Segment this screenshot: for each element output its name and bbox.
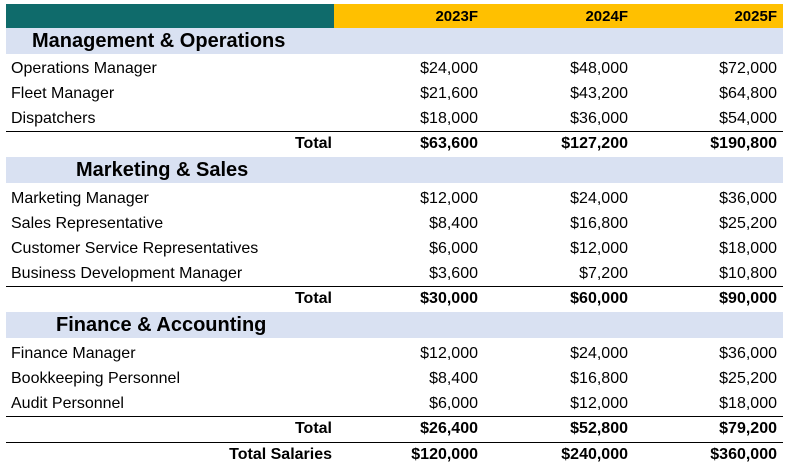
grand-total-value-2025: $360,000 (710, 446, 777, 463)
row-value-2023: $12,000 (420, 344, 478, 362)
table-row: Fleet Manager $21,600 $43,200 $64,800 (6, 81, 783, 106)
section-header-marketing: Marketing & Sales (6, 157, 783, 183)
header-year-2023: 2023F (435, 7, 478, 25)
row-value-2024: $24,000 (570, 189, 628, 207)
total-value-2024: $127,200 (561, 135, 628, 152)
total-value-2023: $26,400 (420, 420, 478, 437)
row-label: Finance Manager (11, 344, 136, 362)
row-value-2025: $54,000 (719, 109, 777, 127)
table-row: Audit Personnel $6,000 $12,000 $18,000 (6, 391, 783, 416)
row-value-2023: $6,000 (429, 394, 478, 412)
row-value-2025: $25,200 (719, 369, 777, 387)
table-row: Sales Representative $8,400 $16,800 $25,… (6, 211, 783, 236)
table-row: Marketing Manager $12,000 $24,000 $36,00… (6, 186, 783, 211)
row-value-2025: $18,000 (719, 239, 777, 257)
header-year-2024: 2024F (585, 7, 628, 25)
row-value-2024: $48,000 (570, 59, 628, 77)
row-value-2024: $12,000 (570, 239, 628, 257)
section-title: Management & Operations (32, 29, 286, 52)
total-value-2024: $52,800 (570, 420, 628, 437)
grand-total-value-2023: $120,000 (411, 446, 478, 463)
row-value-2024: $7,200 (579, 264, 628, 282)
row-value-2023: $12,000 (420, 189, 478, 207)
grand-total-row: Total Salaries $120,000 $240,000 $360,00… (6, 442, 783, 467)
row-value-2023: $8,400 (429, 369, 478, 387)
section-total-row: Total $63,600 $127,200 $190,800 (6, 131, 783, 156)
table-row: Dispatchers $18,000 $36,000 $54,000 (6, 106, 783, 131)
row-value-2023: $18,000 (420, 109, 478, 127)
grand-total-label: Total Salaries (229, 446, 332, 463)
row-label: Operations Manager (11, 59, 157, 77)
grand-total-value-2024: $240,000 (561, 446, 628, 463)
section-total-row: Total $30,000 $60,000 $90,000 (6, 286, 783, 311)
total-value-2025: $79,200 (719, 420, 777, 437)
table-row: Operations Manager $24,000 $48,000 $72,0… (6, 56, 783, 81)
section-total-row: Total $26,400 $52,800 $79,200 (6, 416, 783, 441)
total-label: Total (294, 420, 332, 437)
total-label: Total (294, 290, 332, 307)
row-value-2023: $21,600 (420, 84, 478, 102)
section-header-finance: Finance & Accounting (6, 312, 783, 338)
row-label: Marketing Manager (11, 189, 149, 207)
total-value-2025: $90,000 (719, 290, 777, 307)
section-title: Finance & Accounting (56, 313, 267, 336)
row-label: Customer Service Representatives (11, 239, 259, 257)
table-header: 2023F 2024F 2025F (6, 4, 783, 28)
row-value-2024: $43,200 (570, 84, 628, 102)
header-year-2025: 2025F (734, 7, 777, 25)
row-value-2025: $25,200 (719, 214, 777, 232)
row-label: Bookkeeping Personnel (11, 369, 181, 387)
total-value-2024: $60,000 (570, 290, 628, 307)
row-label: Sales Representative (11, 214, 164, 232)
row-value-2024: $24,000 (570, 344, 628, 362)
row-value-2023: $3,600 (429, 264, 478, 282)
row-label: Dispatchers (11, 109, 96, 127)
table-row: Customer Service Representatives $6,000 … (6, 236, 783, 261)
table-row: Bookkeeping Personnel $8,400 $16,800 $25… (6, 366, 783, 391)
row-value-2025: $36,000 (719, 344, 777, 362)
header-corner (6, 4, 334, 28)
total-label: Total (294, 135, 332, 152)
row-value-2023: $6,000 (429, 239, 478, 257)
row-value-2024: $16,800 (570, 214, 628, 232)
row-value-2025: $18,000 (719, 394, 777, 412)
row-value-2025: $36,000 (719, 189, 777, 207)
row-label: Audit Personnel (11, 394, 124, 412)
total-value-2023: $30,000 (420, 290, 478, 307)
section-header-management: Management & Operations (6, 28, 783, 54)
row-value-2024: $36,000 (570, 109, 628, 127)
table-row: Finance Manager $12,000 $24,000 $36,000 (6, 341, 783, 366)
table-row: Business Development Manager $3,600 $7,2… (6, 261, 783, 286)
row-value-2023: $8,400 (429, 214, 478, 232)
row-value-2025: $72,000 (719, 59, 777, 77)
row-value-2025: $10,800 (719, 264, 777, 282)
total-value-2025: $190,800 (710, 135, 777, 152)
row-label: Fleet Manager (11, 84, 115, 102)
row-value-2024: $12,000 (570, 394, 628, 412)
total-value-2023: $63,600 (420, 135, 478, 152)
section-title: Marketing & Sales (76, 158, 249, 181)
row-value-2024: $16,800 (570, 369, 628, 387)
row-value-2023: $24,000 (420, 59, 478, 77)
row-label: Business Development Manager (11, 264, 243, 282)
row-value-2025: $64,800 (719, 84, 777, 102)
